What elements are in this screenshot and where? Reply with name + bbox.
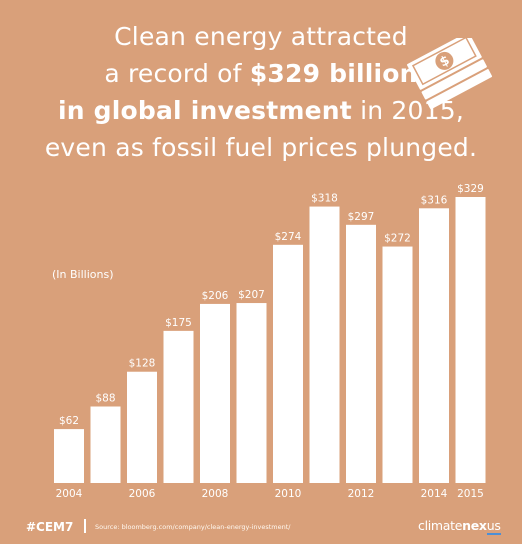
bar-2006 — [127, 371, 157, 483]
tick-label-2012: 2012 — [348, 488, 375, 500]
logo-part-2: nex — [462, 518, 487, 533]
headline-highlight-amount: $329 billion — [249, 59, 418, 88]
bar-2011 — [309, 206, 340, 483]
value-label-2009: $207 — [238, 289, 265, 301]
bar-2009 — [236, 303, 267, 483]
tick-label-2010: 2010 — [275, 488, 302, 500]
tick-label-2004: 2004 — [56, 488, 83, 500]
bar-2007 — [163, 330, 194, 483]
unit-label: (In Billions) — [52, 268, 114, 281]
hashtag: #CEM7 — [26, 520, 74, 534]
headline-line-2: a record of $329 billion — [0, 55, 522, 92]
value-label-2015: $329 — [457, 183, 484, 195]
tick-label-2015: 2015 — [457, 488, 484, 500]
bar-2014 — [419, 208, 449, 484]
bar-2010 — [273, 244, 303, 483]
bar-2005 — [90, 406, 121, 483]
bar-2008 — [200, 303, 230, 483]
value-label-2010: $274 — [275, 231, 302, 243]
value-label-2004: $62 — [59, 415, 79, 427]
value-label-2012: $297 — [348, 211, 375, 223]
bar-2012 — [346, 224, 376, 483]
value-label-2008: $206 — [202, 290, 229, 302]
headline-line-2-text: a record of — [104, 59, 250, 88]
value-label-2006: $128 — [129, 358, 156, 370]
headline-highlight-investment: in global investment — [57, 96, 352, 125]
logo-part-1: climate — [418, 518, 463, 533]
headline-line-1: Clean energy attracted — [114, 22, 408, 51]
tick-label-2006: 2006 — [129, 488, 156, 500]
headline: Clean energy attracted a record of $329 … — [0, 18, 522, 166]
money-stack-icon: $ — [407, 38, 493, 110]
bar-2013 — [382, 246, 413, 483]
headline-line-4: even as fossil fuel prices plunged. — [44, 133, 478, 162]
logo-part-3: us — [486, 518, 501, 535]
footer-divider — [84, 519, 86, 533]
bar-2004 — [54, 429, 84, 483]
value-label-2005: $88 — [95, 393, 115, 405]
tick-label-2008: 2008 — [202, 488, 229, 500]
source-text: Source: bloomberg.com/company/clean-ener… — [95, 523, 291, 531]
tick-label-2014: 2014 — [421, 488, 448, 500]
bar-2015 — [455, 197, 486, 483]
value-label-2011: $318 — [311, 193, 338, 205]
value-label-2014: $316 — [421, 194, 448, 206]
value-label-2013: $272 — [384, 233, 411, 245]
headline-line-3: in global investment in 2015, — [0, 92, 522, 129]
value-label-2007: $175 — [165, 317, 192, 329]
climatenexus-logo: climatenexus — [418, 518, 501, 535]
